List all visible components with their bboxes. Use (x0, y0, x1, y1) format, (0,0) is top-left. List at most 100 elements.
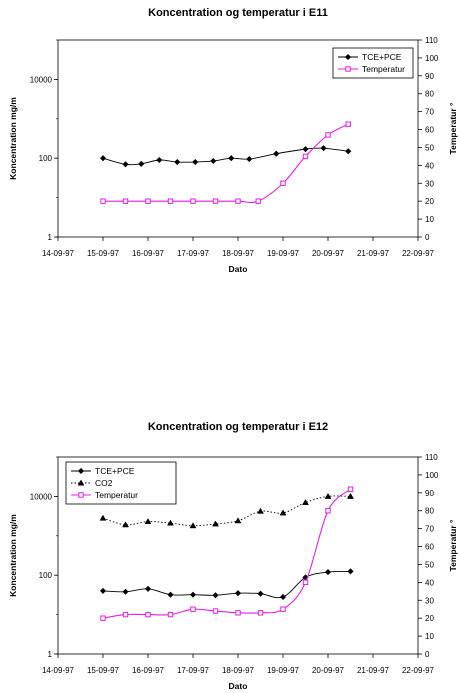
data-point-diamond (324, 568, 332, 576)
data-point-square (122, 198, 129, 204)
y-axis-label: Koncentration mg/m (8, 514, 18, 597)
x-tick-label: 21-09-97 (357, 249, 390, 258)
y-tick-label: 1 (48, 233, 53, 242)
y2-tick-label: 10 (425, 215, 434, 224)
data-point-diamond (122, 588, 129, 595)
data-point-square (122, 611, 129, 618)
y2-tick-label: 0 (425, 650, 430, 659)
data-point-diamond (246, 155, 253, 163)
data-point-triangle (189, 522, 197, 529)
x-tick-label: 14-09-97 (42, 666, 75, 675)
data-point-diamond (210, 157, 217, 165)
data-point-square (302, 579, 309, 586)
data-point-diamond (144, 585, 152, 593)
y-tick-label: 100 (39, 154, 53, 163)
data-point-diamond (347, 568, 354, 575)
legend-label: Temperatur (95, 490, 138, 500)
legend-label: Temperatur (362, 64, 405, 74)
y-tick-label: 1 (48, 650, 53, 659)
series-temperatur (100, 121, 351, 204)
data-point-square (190, 606, 196, 612)
data-point-square (325, 132, 331, 138)
data-point-square (212, 608, 219, 614)
data-point-square (325, 508, 331, 514)
legend: TCE+PCE CO2 Temperatur (65, 461, 177, 505)
series-tce-pce (99, 568, 354, 601)
data-point-diamond (302, 145, 309, 153)
y2-tick-label: 90 (425, 72, 434, 81)
data-point-square (257, 610, 264, 616)
x-tick-label: 17-09-97 (177, 249, 210, 258)
series-line (102, 570, 351, 599)
data-point-square (190, 198, 196, 204)
y2-tick-label: 60 (425, 126, 434, 135)
y2-tick-label: 90 (425, 489, 434, 498)
legend-label: TCE+PCE (95, 466, 135, 476)
y2-tick-label: 100 (425, 471, 439, 480)
data-point-square (280, 606, 286, 612)
data-point-diamond (345, 148, 352, 155)
y2-axis-label: Temperatur ° (448, 519, 458, 571)
x-tick-label: 21-09-97 (357, 666, 390, 675)
data-point-diamond (167, 591, 174, 598)
data-point-triangle (212, 520, 219, 527)
y-tick-label: 10000 (30, 492, 53, 501)
x-tick-label: 17-09-97 (177, 666, 210, 675)
data-point-triangle (99, 514, 107, 521)
legend-box (332, 47, 414, 79)
x-tick-label: 16-09-97 (132, 666, 165, 675)
series-tce-pce (99, 144, 352, 168)
chart-2: Koncentration og temperatur i E121100100… (8, 421, 458, 691)
chart-title: Koncentration og temperatur i E11 (148, 7, 328, 19)
x-tick-label: 15-09-97 (87, 249, 120, 258)
series-line (102, 488, 351, 619)
series-co2 (99, 492, 354, 529)
y2-tick-label: 30 (425, 179, 434, 188)
data-point-diamond (273, 150, 280, 157)
y2-tick-label: 40 (425, 578, 434, 587)
data-point-triangle (347, 492, 354, 499)
y2-tick-label: 60 (425, 543, 434, 552)
x-tick-label: 14-09-97 (42, 249, 75, 258)
y2-tick-label: 70 (425, 525, 434, 534)
y2-axis-label: Temperatur ° (448, 102, 458, 154)
x-tick-label: 20-09-97 (312, 249, 345, 258)
data-point-diamond (279, 593, 287, 601)
data-point-triangle (167, 519, 174, 526)
y-tick-label: 100 (39, 571, 53, 580)
x-tick-label: 19-09-97 (267, 249, 300, 258)
data-point-diamond (344, 53, 352, 61)
chart-title: Koncentration og temperatur i E12 (148, 421, 328, 433)
data-point-triangle (302, 499, 309, 505)
data-point-diamond (99, 587, 107, 595)
data-point-square (145, 611, 151, 618)
y2-tick-label: 110 (425, 453, 438, 462)
data-point-diamond (99, 155, 107, 162)
legend-label: TCE+PCE (362, 52, 402, 62)
data-point-triangle (324, 492, 332, 499)
data-point-square (167, 198, 174, 204)
y-axis-label: Koncentration mg/m (8, 97, 18, 180)
y2-tick-label: 50 (425, 560, 434, 569)
y2-tick-label: 40 (425, 161, 434, 170)
data-point-square (100, 615, 106, 621)
data-point-triangle (144, 518, 152, 524)
legend: TCE+PCE Temperatur (332, 47, 414, 79)
y2-tick-label: 10 (425, 632, 434, 641)
data-point-triangle (234, 517, 242, 524)
data-point-triangle (279, 509, 287, 516)
y2-tick-label: 70 (425, 108, 434, 117)
data-point-triangle (122, 521, 129, 528)
data-point-square (145, 198, 151, 204)
data-point-triangle (257, 507, 264, 514)
data-point-diamond (189, 591, 197, 598)
y2-tick-label: 80 (425, 90, 434, 99)
data-point-square (167, 611, 174, 618)
y-tick-label: 10000 (30, 75, 53, 84)
x-tick-label: 19-09-97 (267, 666, 300, 675)
legend-label: CO2 (95, 478, 113, 488)
x-tick-label: 22-09-97 (402, 249, 435, 258)
data-point-square (280, 180, 286, 186)
x-tick-label: 16-09-97 (132, 249, 165, 258)
x-axis-label: Dato (229, 681, 248, 691)
